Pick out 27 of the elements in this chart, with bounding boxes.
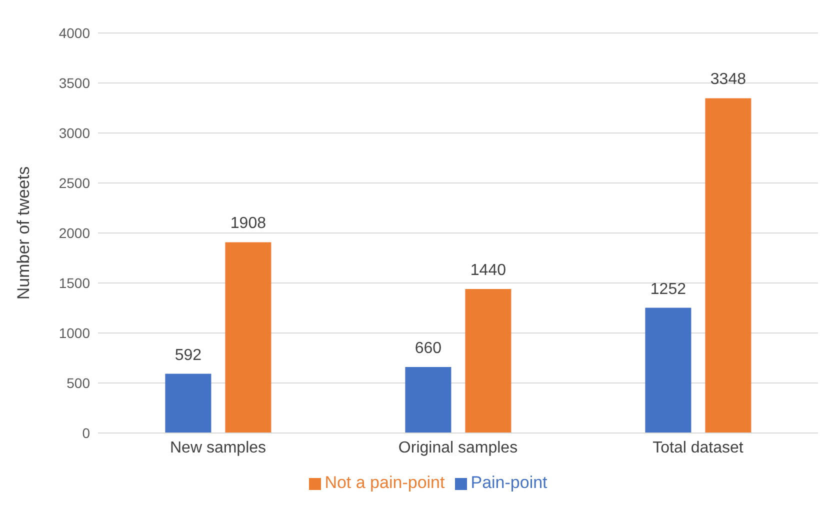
y-tick-label: 1500 — [58, 274, 90, 291]
data-label: 1252 — [650, 280, 686, 298]
y-tick-label: 2000 — [58, 224, 90, 241]
data-label: 3348 — [710, 71, 746, 88]
bar — [405, 367, 452, 433]
bar — [465, 289, 512, 433]
x-tick-label: Original samples — [398, 439, 518, 456]
data-label: 1440 — [470, 262, 506, 279]
y-tick-label: 4000 — [58, 24, 90, 41]
x-tick-label: New samples — [170, 439, 266, 456]
x-tick-label: Total dataset — [652, 439, 744, 456]
data-label: 1908 — [230, 215, 266, 232]
y-tick-label: 1000 — [58, 324, 90, 341]
y-axis-title: Number of tweets — [14, 166, 34, 300]
legend-label: Pain-point — [470, 473, 548, 492]
y-tick-label: 2500 — [58, 174, 90, 191]
y-tick-label: 500 — [66, 374, 90, 391]
bar — [165, 374, 212, 433]
bar — [645, 308, 692, 433]
y-tick-label: 3000 — [58, 124, 90, 141]
y-tick-label: 0 — [82, 424, 90, 441]
data-label: 660 — [414, 340, 442, 357]
y-tick-label: 3500 — [58, 74, 90, 91]
bar — [225, 242, 272, 433]
legend-label: Not a pain-point — [324, 473, 445, 492]
bar — [705, 98, 752, 433]
data-label: 592 — [174, 346, 202, 364]
